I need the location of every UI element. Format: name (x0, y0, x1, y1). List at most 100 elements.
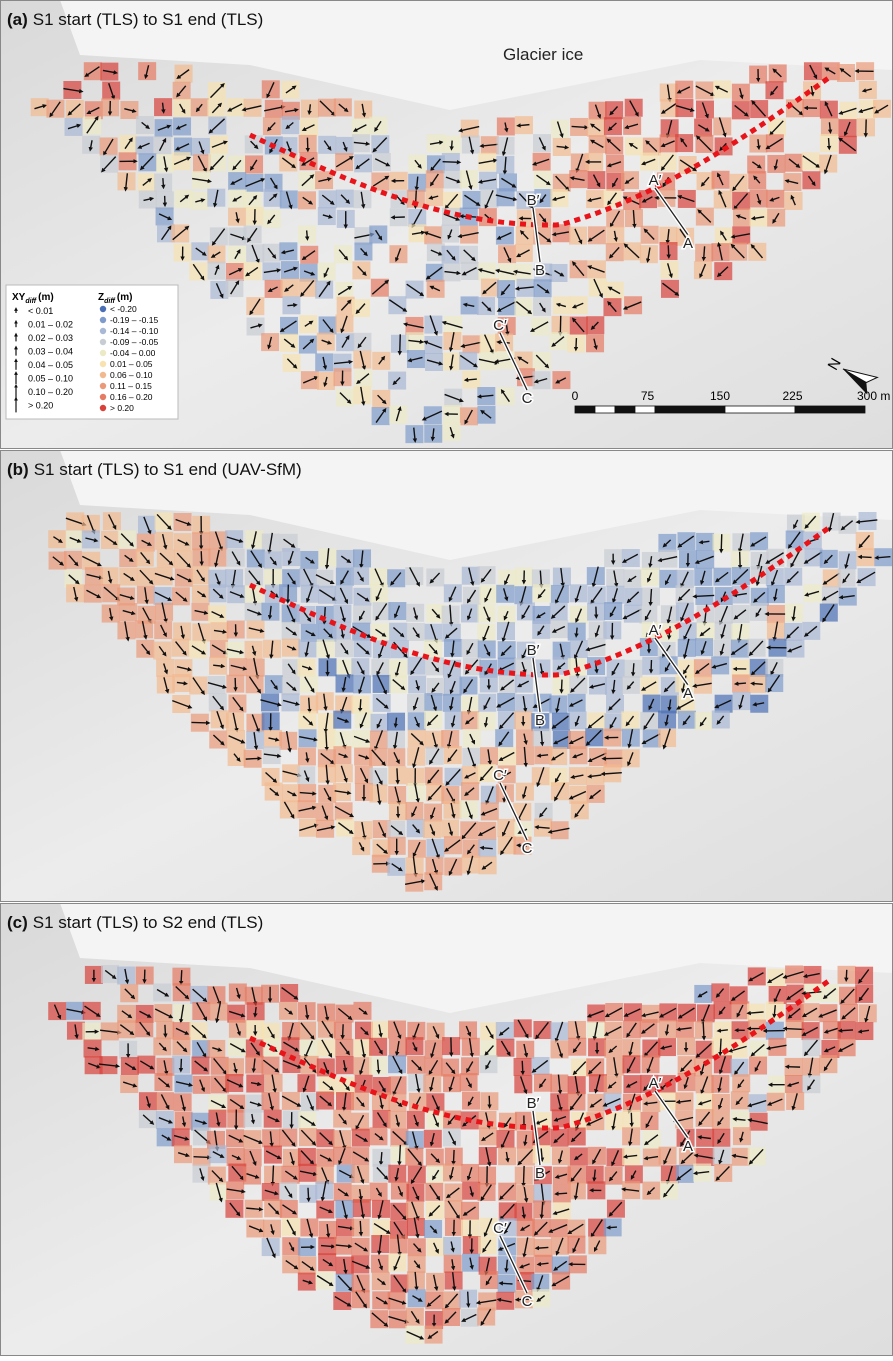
legend-swatch (100, 372, 106, 378)
xy-arrow (840, 1030, 853, 1031)
legend-swatch (100, 405, 106, 411)
xy-arrow (501, 1283, 513, 1284)
legend-title-main: XY (12, 292, 26, 303)
profile-label: B (535, 1165, 545, 1182)
xy-arrow (287, 305, 295, 306)
scale-label: 300 m (857, 389, 890, 403)
xy-arrow (576, 628, 577, 636)
panel-title-text: S1 start (TLS) to S1 end (TLS) (33, 10, 264, 29)
profile-label: A′ (649, 1075, 662, 1092)
panel-title-text: S1 start (TLS) to S1 end (UAV-SfM) (34, 460, 302, 479)
xy-arrow (758, 139, 759, 148)
xy-arrow (399, 1145, 400, 1164)
legend-swatch (100, 350, 106, 356)
legend-xy-class: 0.10 – 0.20 (28, 387, 73, 397)
map-panel: AA′BB′CC′(b)S1 start (TLS) to S1 end (UA… (0, 450, 893, 902)
profile-label: C (522, 840, 533, 857)
legend-swatch (100, 306, 106, 312)
xy-arrow (396, 718, 397, 726)
legend-xy-class: 0.03 – 0.04 (28, 347, 73, 357)
profile-label: A′ (649, 172, 662, 189)
xy-arrow (829, 138, 830, 148)
figure: A A′ B B′ C C′ (a)S1 start (TLS) to S1 end (TL… (0, 0, 893, 1356)
xy-arrow (308, 1188, 309, 1200)
panel-title-text: S1 start (TLS) to S2 end (TLS) (33, 913, 264, 932)
legend: XYdiff(m)Zdiff(m)< 0.010.01 – 0.020.02 –… (6, 285, 178, 419)
xy-arrow (466, 379, 477, 380)
xy-arrow (468, 1292, 469, 1306)
xy-arrow (703, 1021, 704, 1038)
panel-title: (b) S1 start (TLS) to S1 end (UAV-SfM) (7, 460, 302, 479)
xy-arrow (343, 1024, 344, 1037)
profile-label: C (522, 390, 533, 407)
legend-z-class: > 0.20 (110, 403, 134, 413)
xy-arrow (561, 680, 562, 692)
legend-swatch (100, 361, 106, 367)
profile-label: C′ (493, 1220, 507, 1237)
legend-z-class: 0.16 – 0.20 (110, 392, 153, 402)
xy-arrow (608, 1227, 617, 1228)
legend-title-unit: (m) (38, 292, 54, 303)
legend-xy-class: < 0.01 (28, 306, 53, 316)
scale-segment (615, 406, 635, 413)
xy-arrow (201, 551, 202, 564)
profile-label: C′ (493, 317, 507, 334)
xy-arrow (309, 698, 310, 711)
profile-label: C (522, 1293, 533, 1310)
xy-arrow (650, 589, 651, 604)
xy-arrow (523, 1166, 524, 1185)
scale-label: 150 (710, 389, 730, 403)
xy-arrow (572, 126, 587, 127)
panel-label: (b) (7, 460, 29, 479)
xy-arrow (400, 334, 401, 353)
legend-z-class: -0.04 – 0.00 (110, 348, 156, 358)
xy-arrow (452, 141, 453, 149)
xy-arrow (829, 122, 830, 131)
scale-label: 225 (782, 389, 802, 403)
profile-label: A′ (649, 622, 662, 639)
profile-label: B (535, 262, 545, 279)
scale-segment (635, 406, 655, 413)
map-panel: A A′ B B′ C C′ (a)S1 start (TLS) to S1 end (TL… (0, 0, 893, 449)
scale-segment (725, 406, 795, 413)
xy-arrow (720, 1039, 721, 1054)
legend-swatch (100, 328, 106, 334)
panel-title: (a)S1 start (TLS) to S1 end (TLS) (7, 10, 263, 29)
xy-arrow (326, 730, 327, 749)
profile-label: A (683, 235, 693, 252)
xy-arrow (397, 768, 398, 782)
map-panel: AA′BB′CC′(c)S1 start (TLS) to S2 end (TL… (0, 903, 893, 1356)
legend-xy-class: 0.04 – 0.05 (28, 360, 73, 370)
profile-label: A (683, 685, 693, 702)
xy-arrow (721, 534, 722, 551)
xy-arrow (246, 758, 260, 759)
legend-swatch (100, 394, 106, 400)
xy-arrow (556, 1193, 567, 1194)
profile-label: A (683, 1138, 693, 1155)
legend-swatch (100, 383, 106, 389)
legend-z-class: 0.06 – 0.10 (110, 370, 153, 380)
xy-arrow (181, 1059, 182, 1071)
xy-arrow (736, 683, 746, 684)
xy-arrow (633, 663, 634, 674)
xy-arrow (846, 970, 847, 980)
profile-label: B (535, 712, 545, 729)
legend-z-class: 0.01 – 0.05 (110, 359, 153, 369)
scale-label: 75 (641, 389, 655, 403)
legend-title-sub: diff (25, 298, 36, 305)
xy-arrow (381, 1152, 382, 1163)
xy-arrow (785, 1029, 804, 1030)
xy-arrow (181, 970, 182, 983)
legend-z-class: < -0.20 (110, 304, 137, 314)
profile-label: B′ (527, 642, 540, 659)
xy-arrow (704, 246, 705, 259)
profile-label: B′ (527, 192, 540, 209)
legend-xy-class: 0.05 – 0.10 (28, 374, 73, 384)
glacier-label: Glacier ice (503, 45, 583, 64)
xy-arrow (307, 230, 308, 238)
panel-label: (c) (7, 913, 28, 932)
scale-segment (795, 406, 865, 413)
scale-segment (595, 406, 615, 413)
xy-arrow (163, 178, 164, 187)
page: A A′ B B′ C C′ (a)S1 start (TLS) to S1 end (TL… (0, 0, 893, 1361)
